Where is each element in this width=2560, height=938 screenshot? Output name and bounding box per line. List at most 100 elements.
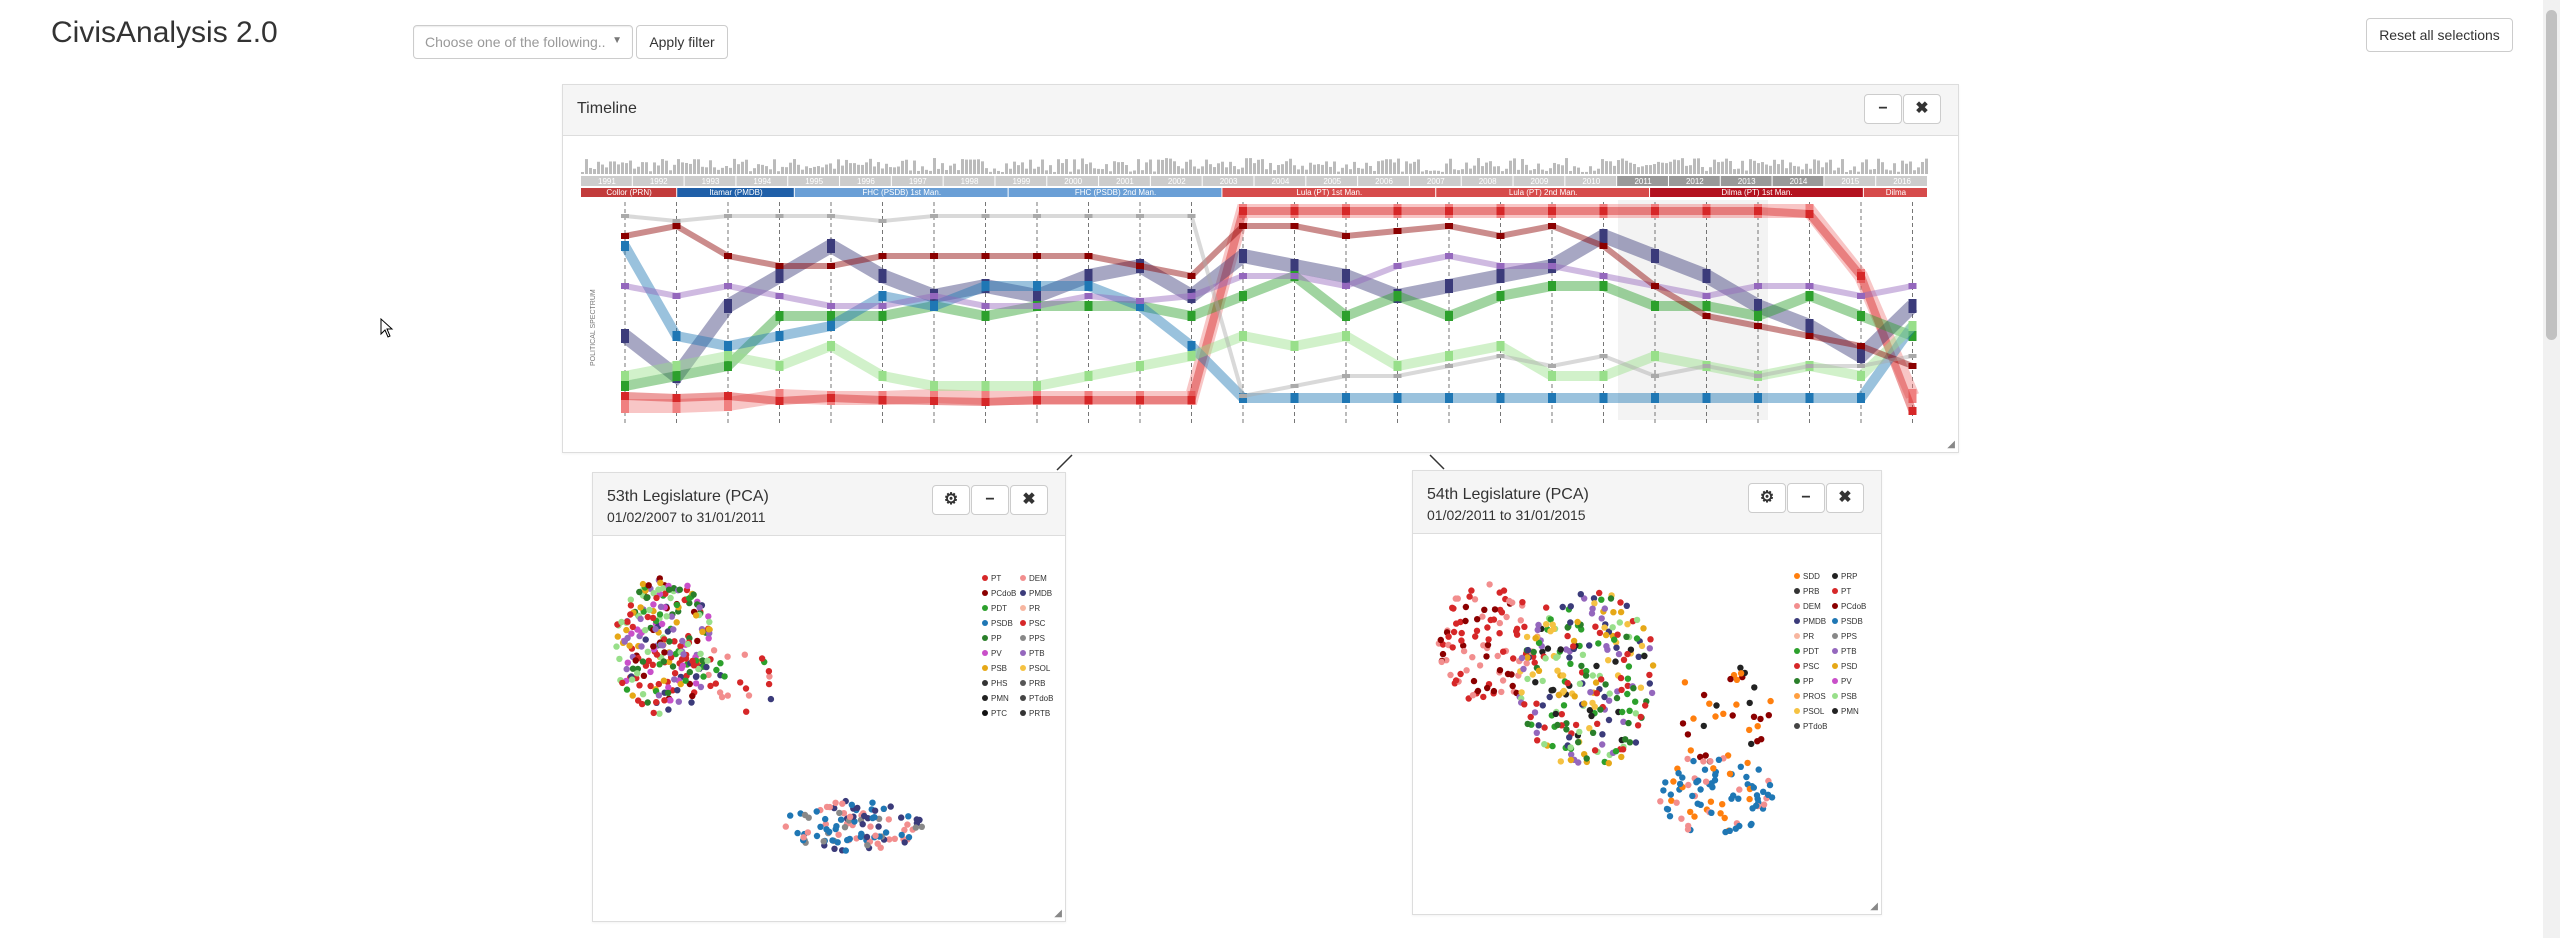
deputy-point[interactable] — [1596, 629, 1604, 637]
deputy-point[interactable] — [1685, 822, 1692, 830]
deputy-point[interactable] — [1462, 617, 1469, 625]
legend-label[interactable]: PP — [991, 634, 1002, 643]
deputy-point[interactable] — [1601, 693, 1608, 701]
deputy-point[interactable] — [692, 680, 700, 687]
deputy-point[interactable] — [626, 642, 633, 649]
year-cell[interactable] — [1047, 176, 1099, 186]
deputy-point[interactable] — [918, 823, 925, 830]
legend-swatch[interactable] — [1020, 605, 1026, 611]
deputy-point[interactable] — [643, 594, 650, 601]
party-block[interactable] — [1599, 281, 1608, 291]
deputy-point[interactable] — [1754, 723, 1761, 730]
deputy-point[interactable] — [1687, 808, 1694, 816]
party-block[interactable] — [775, 389, 784, 403]
deputy-point[interactable] — [891, 835, 898, 842]
year-cell[interactable] — [736, 176, 788, 186]
deputy-point[interactable] — [1594, 720, 1601, 727]
deputy-point[interactable] — [653, 651, 661, 658]
party-block[interactable] — [1857, 364, 1865, 368]
party-block[interactable] — [1445, 223, 1453, 229]
legend-label[interactable]: PRB — [1803, 587, 1819, 596]
party-block[interactable] — [1342, 233, 1350, 239]
deputy-point[interactable] — [913, 816, 920, 823]
party-block[interactable] — [1857, 311, 1865, 321]
deputy-point[interactable] — [1548, 687, 1555, 694]
deputy-point[interactable] — [1727, 675, 1734, 683]
party-block[interactable] — [1393, 291, 1402, 301]
legend-swatch[interactable] — [1832, 633, 1838, 639]
party-block[interactable] — [1136, 263, 1144, 269]
deputy-point[interactable] — [1520, 665, 1527, 673]
deputy-point[interactable] — [1524, 675, 1531, 683]
year-cell[interactable] — [1254, 176, 1306, 186]
deputy-point[interactable] — [1586, 707, 1594, 714]
year-cell[interactable] — [1202, 176, 1254, 186]
deputy-point[interactable] — [712, 680, 719, 687]
party-block[interactable] — [981, 253, 990, 259]
deputy-point[interactable] — [859, 821, 866, 828]
deputy-point[interactable] — [1638, 642, 1646, 650]
party-block[interactable] — [1496, 291, 1505, 301]
legend-swatch[interactable] — [1020, 680, 1026, 686]
deputy-point[interactable] — [1498, 688, 1505, 696]
deputy-point[interactable] — [1499, 677, 1507, 684]
deputy-point[interactable] — [836, 809, 843, 817]
deputy-point[interactable] — [613, 643, 620, 650]
party-block[interactable] — [1342, 283, 1350, 289]
deputy-point[interactable] — [1746, 699, 1753, 707]
deputy-point[interactable] — [1486, 581, 1493, 588]
deputy-point[interactable] — [1624, 675, 1632, 682]
party-block[interactable] — [1445, 364, 1453, 368]
deputy-point[interactable] — [851, 818, 858, 825]
party-block[interactable] — [1599, 371, 1608, 381]
deputy-point[interactable] — [1485, 636, 1492, 643]
deputy-point[interactable] — [1490, 687, 1498, 695]
deputy-point[interactable] — [647, 668, 654, 676]
deputy-point[interactable] — [1452, 677, 1460, 684]
party-block[interactable] — [724, 283, 732, 289]
deputy-point[interactable] — [677, 680, 684, 688]
legend-label[interactable]: PSC — [1803, 662, 1820, 671]
legend-swatch[interactable] — [982, 605, 988, 611]
party-block[interactable] — [1342, 311, 1350, 321]
deputy-point[interactable] — [1673, 799, 1680, 806]
deputy-point[interactable] — [1509, 682, 1516, 690]
deputy-point[interactable] — [660, 658, 667, 665]
deputy-point[interactable] — [1735, 795, 1742, 802]
deputy-point[interactable] — [1549, 621, 1556, 628]
legend-swatch[interactable] — [982, 635, 988, 641]
deputy-point[interactable] — [1480, 693, 1487, 701]
party-block[interactable] — [1599, 207, 1608, 215]
timeline-close-button[interactable]: ✖ — [1903, 94, 1941, 124]
deputy-point[interactable] — [1737, 664, 1744, 671]
deputy-point[interactable] — [1563, 726, 1570, 733]
party-block[interactable] — [621, 233, 629, 239]
deputy-point[interactable] — [665, 684, 672, 691]
deputy-point[interactable] — [886, 836, 893, 843]
deputy-point[interactable] — [1710, 765, 1717, 772]
deputy-point[interactable] — [724, 692, 731, 699]
legend-swatch[interactable] — [1832, 573, 1838, 579]
deputy-point[interactable] — [1592, 679, 1600, 686]
deputy-point[interactable] — [1721, 814, 1728, 822]
deputy-point[interactable] — [1632, 698, 1639, 705]
deputy-point[interactable] — [1679, 720, 1687, 727]
year-cell[interactable] — [1720, 176, 1772, 186]
party-block[interactable] — [878, 291, 887, 301]
deputy-point[interactable] — [1693, 779, 1700, 786]
deputy-point[interactable] — [1646, 645, 1653, 652]
deputy-point[interactable] — [787, 812, 794, 819]
legend-swatch[interactable] — [1020, 650, 1026, 656]
party-block[interactable] — [1239, 207, 1247, 215]
timeline-chart[interactable]: 1991 1992 1993 1994 1995 1996 1997 1998 1999 2000… — [563, 136, 1958, 452]
party-block[interactable] — [1754, 393, 1762, 403]
deputy-point[interactable] — [1541, 724, 1548, 731]
deputy-point[interactable] — [661, 649, 668, 656]
party-block[interactable] — [930, 397, 938, 405]
deputy-point[interactable] — [1737, 670, 1745, 677]
deputy-point[interactable] — [1532, 679, 1539, 686]
deputy-point[interactable] — [1476, 662, 1484, 669]
party-block[interactable] — [827, 321, 835, 331]
deputy-point[interactable] — [1453, 620, 1460, 627]
deputy-point[interactable] — [823, 826, 830, 833]
